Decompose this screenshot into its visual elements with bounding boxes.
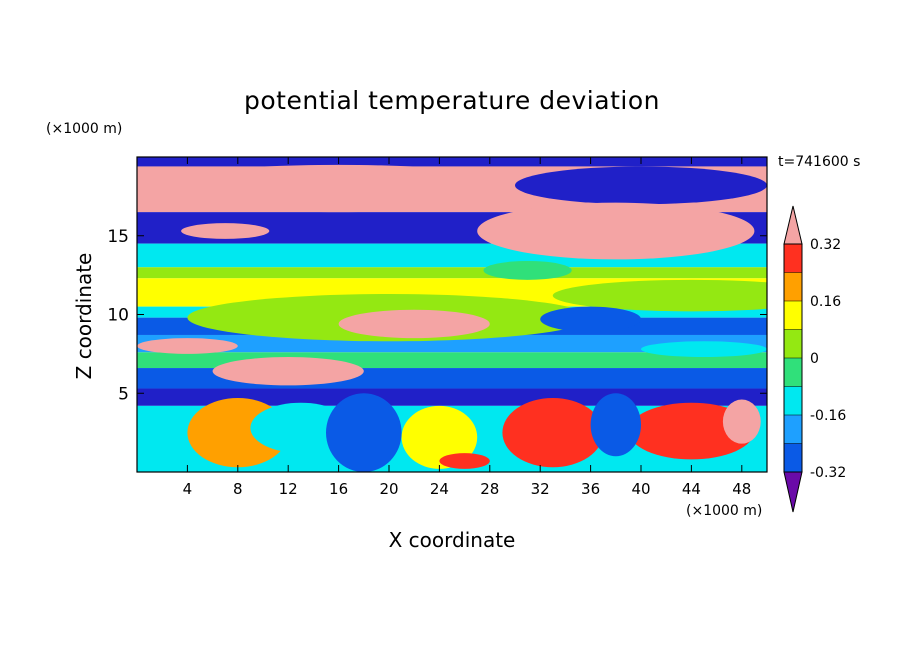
colorbar-high-extension [783, 205, 803, 245]
x-tick-label-8: 8 [233, 480, 243, 498]
field-feature-16 [502, 397, 604, 468]
x-axis-label: X coordinate [388, 528, 516, 552]
colorbar-segment-5 [784, 329, 802, 358]
field-feature-8 [540, 306, 641, 332]
field-feature-10 [137, 338, 238, 354]
x-axis: 4 8 12 16 20 24 28 32 36 40 44 48 [183, 157, 751, 498]
colorbar-segment-1 [784, 443, 802, 472]
y-tick-label-15: 15 [107, 227, 129, 247]
x-tick-label-16: 16 [329, 480, 348, 498]
colorbar-segment-4 [784, 358, 802, 387]
field-feature-20 [590, 393, 641, 457]
x-tick-label-24: 24 [430, 480, 449, 498]
time-annotation: t=741600 s [778, 154, 861, 170]
x-tick-label-28: 28 [480, 480, 499, 498]
x-tick-label-12: 12 [279, 480, 298, 498]
field-feature-13 [250, 402, 352, 454]
x-tick-label-4: 4 [183, 480, 193, 498]
field-feature-7 [338, 309, 490, 339]
y-axis-unit: (×1000 m) [46, 121, 123, 137]
colorbar-segment-8 [784, 244, 802, 273]
field-feature-0 [137, 164, 541, 213]
field-feature-1 [515, 166, 767, 205]
chart-title: potential temperature deviation [244, 86, 660, 115]
colorbar-low-extension [783, 471, 803, 513]
colorbar-label-3: -0.16 [810, 408, 846, 424]
x-tick-label-44: 44 [682, 480, 701, 498]
field-band-8 [137, 334, 767, 353]
field-feature-17 [439, 453, 490, 469]
colorbar: 0.32 0.16 0 -0.16 -0.32 [783, 205, 846, 513]
y-axis: 5 10 15 [107, 227, 767, 404]
colorbar-label-1: 0.16 [810, 294, 841, 310]
colorbar-label-2: 0 [810, 351, 819, 367]
colorbar-segment-3 [784, 386, 802, 415]
x-axis-unit: (×1000 m) [686, 503, 763, 519]
y-axis-label: Z coordinate [72, 252, 96, 380]
x-tick-label-36: 36 [581, 480, 600, 498]
field-feature-15 [401, 405, 478, 469]
field-feature-3 [181, 223, 270, 239]
x-tick-label-32: 32 [531, 480, 550, 498]
field-feature-5 [483, 260, 572, 280]
field-feature-19 [722, 399, 761, 444]
field-feature-14 [326, 393, 402, 472]
x-tick-label-48: 48 [732, 480, 751, 498]
x-tick-label-40: 40 [631, 480, 650, 498]
contour-field [137, 157, 767, 472]
field-feature-9 [212, 357, 364, 386]
colorbar-segment-6 [784, 301, 802, 330]
y-tick-label-5: 5 [118, 384, 129, 404]
field-feature-2 [477, 202, 755, 260]
colorbar-label-0: 0.32 [810, 237, 841, 253]
field-feature-18 [628, 402, 755, 460]
x-tick-label-20: 20 [379, 480, 398, 498]
field-feature-4 [552, 279, 767, 312]
y-tick-label-10: 10 [107, 306, 129, 326]
colorbar-label-4: -0.32 [810, 465, 846, 481]
colorbar-segment-2 [784, 415, 802, 444]
field-band-4 [137, 267, 767, 279]
field-band-0 [137, 157, 767, 167]
colorbar-segment-7 [784, 272, 802, 301]
field-feature-11 [641, 341, 767, 358]
